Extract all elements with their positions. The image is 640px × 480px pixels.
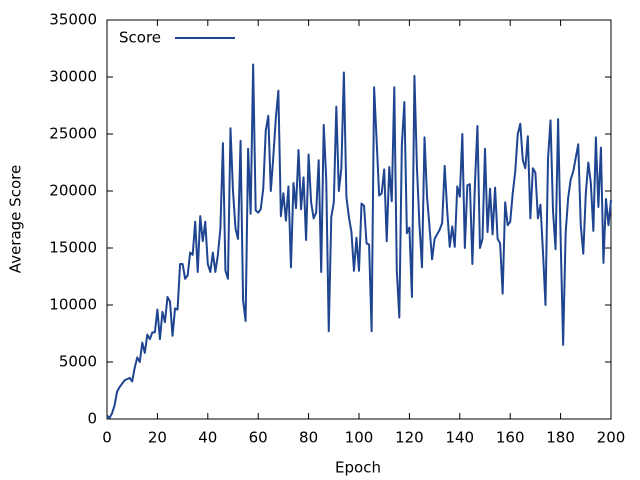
line-series: [106, 63, 612, 419]
x-tick-label: 160: [496, 429, 525, 447]
y-tick-label: 0: [87, 410, 97, 428]
x-tick-label: 0: [102, 429, 112, 447]
x-tick-label: 60: [249, 429, 268, 447]
y-tick-label: 30000: [49, 68, 97, 86]
y-tick-label: 5000: [59, 353, 97, 371]
y-tick-label: 25000: [49, 125, 97, 143]
x-tick-label: 140: [445, 429, 474, 447]
x-tick-label: 80: [299, 429, 318, 447]
legend-label: Score: [119, 29, 161, 47]
x-tick-label: 200: [597, 429, 626, 447]
x-tick-label: 40: [198, 429, 217, 447]
x-tick-label: 100: [345, 429, 374, 447]
x-tick-label: 20: [148, 429, 167, 447]
y-tick-label: 10000: [49, 296, 97, 314]
y-tick-label: 15000: [49, 239, 97, 257]
y-tick-label: 20000: [49, 182, 97, 200]
x-tick-label: 180: [546, 429, 575, 447]
x-axis-label: Epoch: [335, 459, 381, 477]
y-tick-label: 35000: [49, 11, 97, 29]
x-tick-label: 120: [395, 429, 424, 447]
y-axis-label: Average Score: [7, 165, 25, 273]
plot-border: [106, 19, 612, 420]
